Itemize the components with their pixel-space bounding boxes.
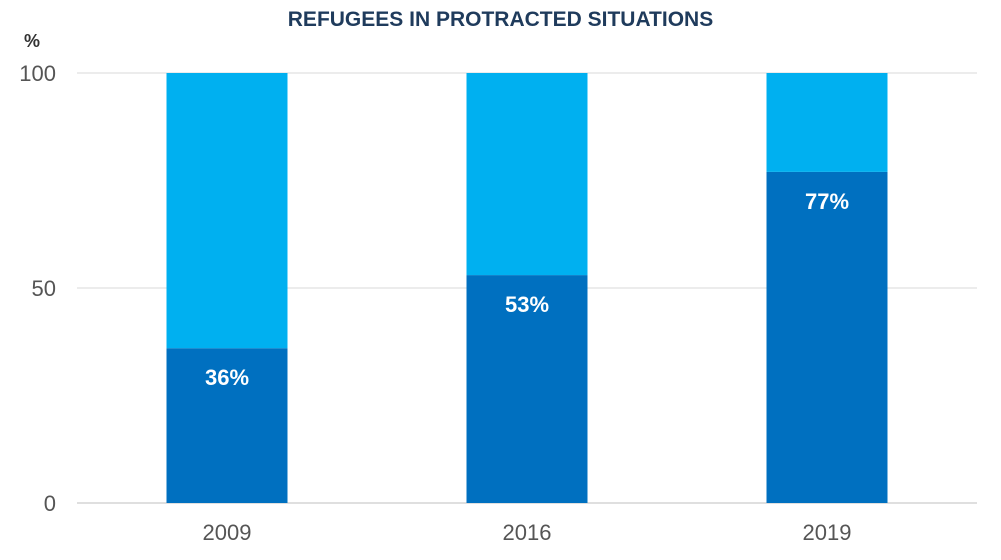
bar-segment-2019-remainder — [766, 73, 888, 172]
bars — [166, 73, 888, 503]
bar-segment-2019-protracted — [766, 171, 888, 503]
chart-title: REFUGEES IN PROTRACTED SITUATIONS — [287, 8, 714, 31]
data-label-2009: 36% — [205, 365, 249, 390]
y-tick-label: 100 — [19, 61, 56, 86]
y-tick-label: 0 — [44, 491, 56, 516]
y-axis-unit: % — [24, 31, 40, 51]
data-label-2016: 53% — [505, 292, 549, 317]
y-tick-label: 50 — [32, 276, 56, 301]
x-tick-label-2009: 2009 — [203, 520, 252, 545]
data-label-2019: 77% — [805, 189, 849, 214]
x-tick-label-2016: 2016 — [503, 520, 552, 545]
bar-segment-2016-protracted — [466, 275, 588, 503]
bar-segment-2009-protracted — [166, 348, 288, 503]
labels: 0 50 100 36% 2009 53% 2016 77% 2019 — [19, 61, 851, 545]
bar-segment-2016-remainder — [466, 73, 588, 276]
bar-segment-2009-remainder — [166, 73, 288, 349]
x-tick-label-2019: 2019 — [803, 520, 852, 545]
